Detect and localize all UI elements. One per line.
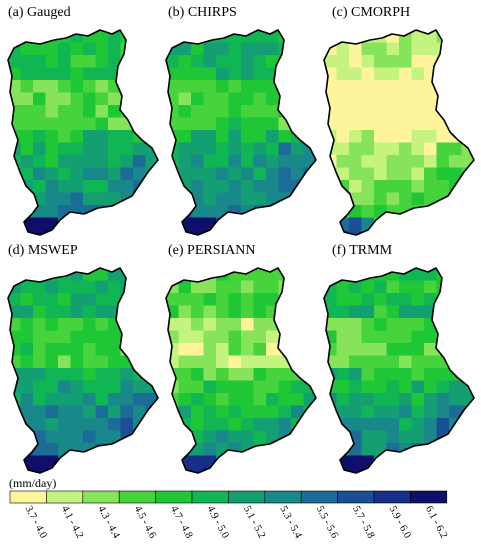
legend-tick-label: 3.7 - 4.0	[23, 504, 49, 540]
basin-boundary	[323, 29, 475, 236]
legend-unit-label: (mm/day)	[9, 476, 57, 490]
legend-swatch	[46, 490, 84, 504]
legend-swatch	[373, 490, 411, 504]
legend-tick-labels: 3.7 - 4.0 4.1 - 4.2 4.3 - 4.4 4.5 - 4.6 4.7 …	[23, 504, 450, 541]
legend-tick-label: 4.3 - 4.4	[95, 504, 121, 541]
map-panel-f: (f) TRMM	[323, 243, 475, 474]
map-panel-e: (e) PERSIANN	[165, 243, 317, 474]
map-panel-b: (b) CHIRPS	[165, 5, 317, 236]
legend-swatch	[228, 490, 266, 504]
panel-title: (e) PERSIANN	[168, 243, 256, 258]
legend-swatch	[82, 490, 120, 504]
panel-title: (b) CHIRPS	[168, 5, 237, 20]
legend-swatch	[155, 490, 193, 504]
legend-tick-label: 4.1 - 4.2	[59, 504, 85, 540]
legend-tick-label: 4.7 - 4.8	[168, 504, 194, 540]
panel-title: (f) TRMM	[332, 243, 393, 258]
legend-tick-label: 5.1 - 5.2	[241, 504, 267, 540]
legend-tick-label: 4.5 - 4.6	[132, 504, 158, 540]
map-panel-a: (a) Gauged	[7, 5, 159, 236]
legend-tick-label: 5.9 - 6.0	[387, 504, 413, 540]
legend-color-bar	[9, 490, 448, 504]
legend-swatch	[300, 490, 338, 504]
raster-cells	[324, 30, 474, 235]
panel-title: (c) CMORPH	[332, 5, 410, 20]
raster-cells	[324, 268, 474, 473]
legend-tick-label: 4.9 - 5.0	[205, 504, 231, 540]
legend-swatch	[264, 490, 302, 504]
panel-title: (d) MSWEP	[8, 243, 78, 258]
legend-swatch	[337, 490, 375, 504]
map-panel-d: (d) MSWEP	[7, 243, 159, 474]
panel-title: (a) Gauged	[8, 5, 71, 20]
legend-tick-label: 6.1 - 6.2	[423, 504, 449, 540]
legend-tick-label: 5.3 - 5.4	[277, 504, 303, 541]
legend-swatch	[410, 490, 448, 504]
legend-swatch	[9, 490, 47, 504]
legend-tick-label: 5.5 - 5.6	[314, 504, 340, 540]
basin-boundary	[7, 267, 159, 474]
map-panels: (a) Gauged (b) CHIRPS (c) CMORPH (d) MSWEP (…	[7, 5, 475, 474]
map-panel-c: (c) CMORPH	[323, 5, 475, 236]
basin-boundary	[165, 267, 317, 474]
basin-boundary	[165, 29, 317, 236]
basin-boundary	[7, 29, 159, 236]
legend-swatch	[191, 490, 229, 504]
legend-tick-label: 5.7 - 5.8	[350, 504, 376, 540]
legend-swatch	[118, 490, 156, 504]
basin-boundary	[323, 267, 475, 474]
